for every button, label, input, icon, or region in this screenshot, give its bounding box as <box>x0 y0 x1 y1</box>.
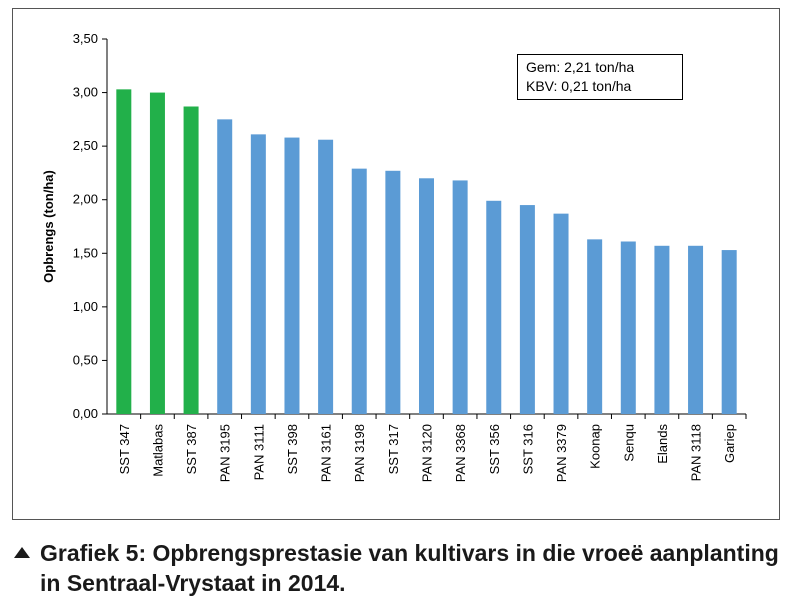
y-tick-label: 3,00 <box>73 85 98 100</box>
x-tick-label: SST 356 <box>487 424 502 474</box>
bar <box>116 89 132 414</box>
y-tick-label: 3,50 <box>73 31 98 46</box>
x-tick-label: SST 387 <box>184 424 199 474</box>
bar <box>385 170 401 414</box>
figure-caption: Grafiek 5: Opbrengsprestasie van kultiva… <box>40 540 779 596</box>
x-tick-label: Matlabas <box>150 424 165 477</box>
x-tick-label: Senqu <box>621 424 636 462</box>
x-tick-label: Elands <box>655 424 670 464</box>
x-tick-label: Koonap <box>588 424 603 469</box>
bar <box>351 168 367 414</box>
y-axis-title: Opbrengs (ton/ha) <box>41 170 56 283</box>
bar <box>620 241 636 414</box>
annotation-cv: KBV: 0,21 ton/ha <box>526 78 632 94</box>
bar <box>688 245 704 414</box>
x-tick-label: PAN 3198 <box>352 424 367 482</box>
bar <box>553 213 569 414</box>
annotation-mean: Gem: 2,21 ton/ha <box>526 59 635 75</box>
bar <box>250 134 266 414</box>
x-tick-label: Gariep <box>722 424 737 463</box>
triangle-up-icon <box>14 547 30 558</box>
bar <box>519 205 535 414</box>
x-tick-label: PAN 3195 <box>218 424 233 482</box>
y-tick-label: 2,50 <box>73 138 98 153</box>
x-tick-label: PAN 3118 <box>689 424 704 481</box>
x-tick-label: SST 317 <box>386 424 401 474</box>
x-tick-label: PAN 3120 <box>420 424 435 482</box>
bar <box>149 92 165 415</box>
y-tick-label: 0,00 <box>73 406 98 421</box>
x-tick-label: SST 316 <box>520 424 535 474</box>
bar-chart: 0,00 0,50 1,00 1,50 2,00 2,50 3,00 3,50 Opbrengs… <box>41 31 747 482</box>
bar <box>452 180 468 414</box>
chart-frame: 0,00 0,50 1,00 1,50 2,00 2,50 3,00 3,50 Opbrengs… <box>12 8 780 520</box>
bar <box>284 137 300 415</box>
bar <box>654 245 670 414</box>
x-tick-label: SST 398 <box>285 424 300 474</box>
y-tick-label: 0,50 <box>73 352 98 367</box>
x-tick-label: PAN 3161 <box>319 424 334 482</box>
bar <box>587 239 603 414</box>
bar <box>419 178 434 414</box>
stats-annotation-box: Gem: 2,21 ton/ha KBV: 0,21 ton/ha <box>517 54 683 100</box>
y-tick-label: 1,50 <box>73 245 98 260</box>
y-tick-label: 2,00 <box>73 192 98 207</box>
bar <box>183 106 199 414</box>
x-tick-label: SST 347 <box>117 424 132 474</box>
bar <box>318 139 334 414</box>
bar <box>217 119 233 414</box>
y-tick-label: 1,00 <box>73 299 98 314</box>
bar <box>721 250 737 414</box>
x-tick-label: PAN 3368 <box>453 424 468 482</box>
bar <box>486 200 502 414</box>
x-tick-label: PAN 3379 <box>554 424 569 482</box>
x-tick-label: PAN 3111 <box>251 424 266 480</box>
